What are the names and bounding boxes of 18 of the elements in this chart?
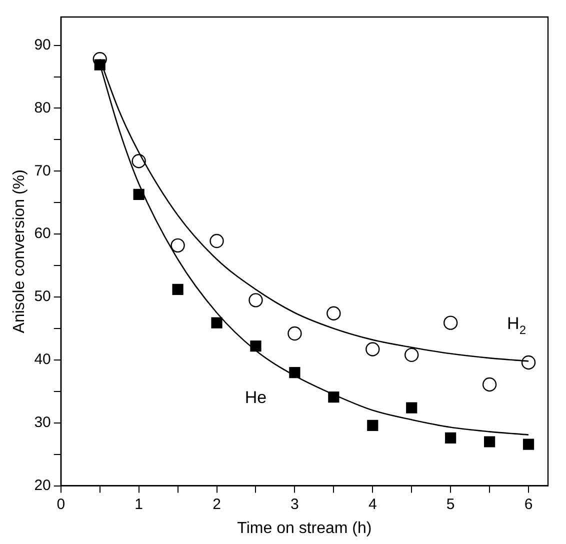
x-tick-label: 5 — [446, 496, 455, 513]
y-tick-label: 70 — [34, 162, 51, 180]
y-tick-label: 30 — [34, 414, 51, 432]
x-tick-label: 0 — [56, 496, 66, 513]
y-tick-label: 90 — [34, 36, 51, 54]
y-tick-label: 40 — [34, 351, 51, 368]
x-tick-label: 3 — [290, 496, 299, 513]
y-tick-label: 80 — [34, 99, 51, 116]
x-tick-label: 2 — [212, 496, 221, 513]
y-tick-label: 60 — [34, 225, 51, 242]
x-tick-label: 4 — [368, 496, 377, 513]
x-tick-label: 6 — [524, 496, 533, 513]
y-axis-title: Anisole conversion (%) — [11, 170, 28, 334]
y-tick-label: 20 — [34, 476, 51, 494]
x-axis-title: Time on stream (h) — [237, 520, 372, 537]
series-label: He — [244, 388, 267, 407]
x-tick-label: 1 — [134, 496, 143, 513]
y-tick-label: 50 — [34, 288, 51, 306]
